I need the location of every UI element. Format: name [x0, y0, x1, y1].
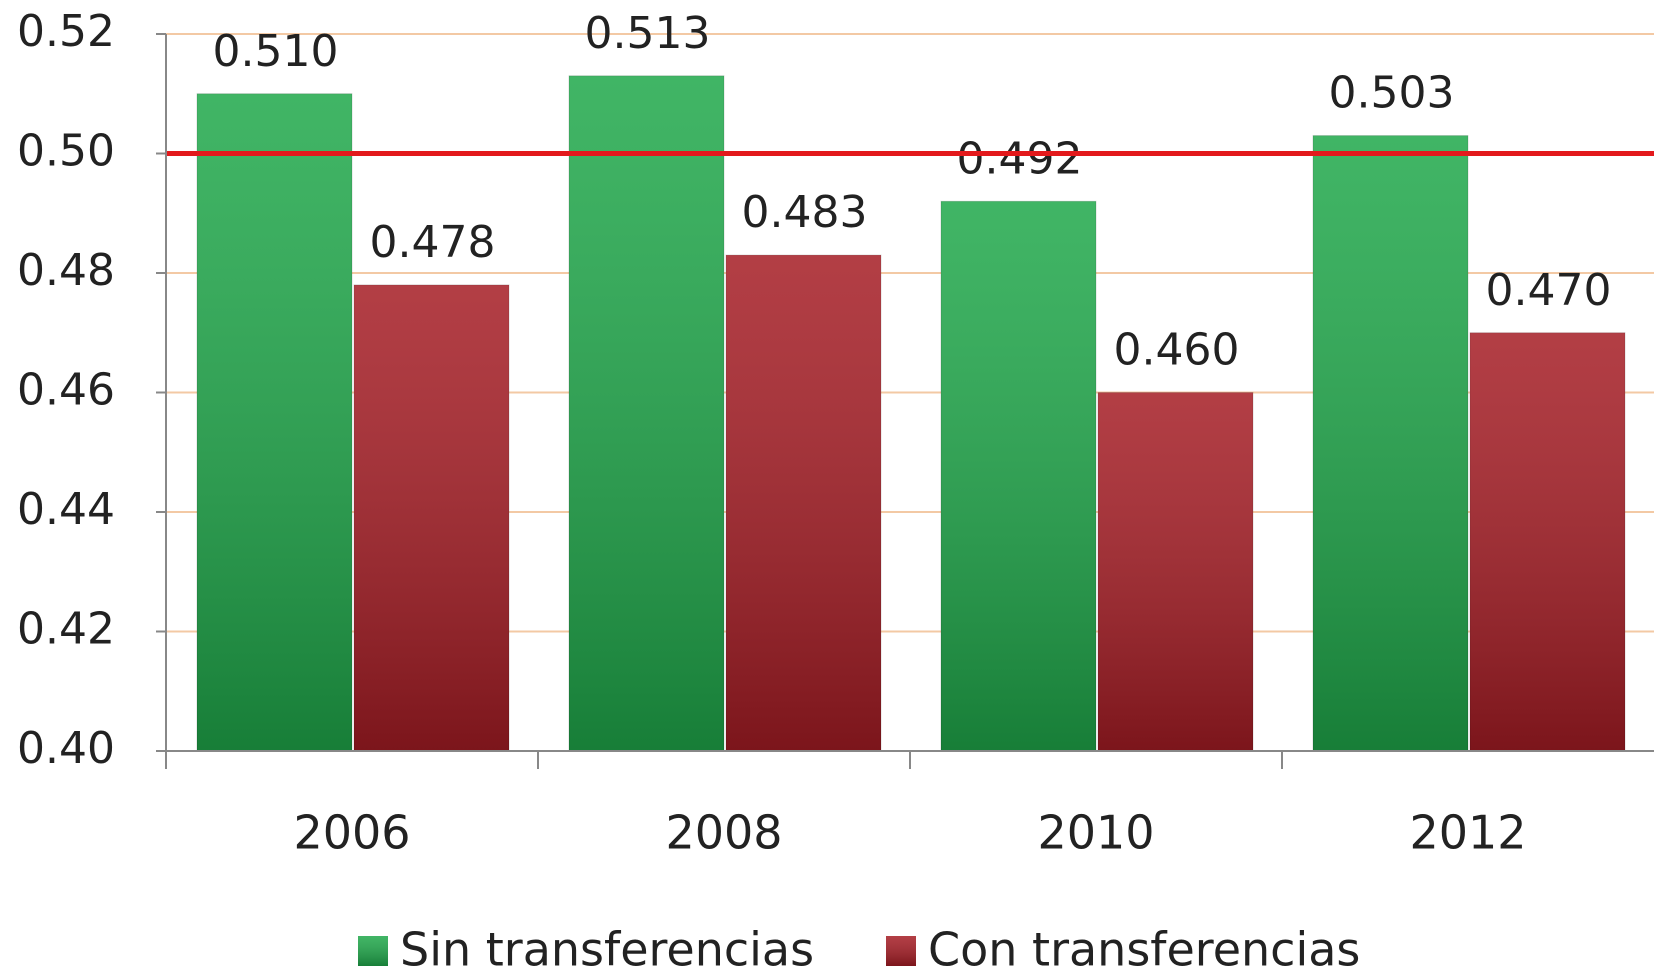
bar-shade	[726, 255, 881, 751]
value-label: 0.492	[957, 133, 1083, 184]
y-tick-label: 0.44	[17, 484, 115, 535]
value-label: 0.483	[742, 187, 868, 238]
value-label: 0.478	[370, 217, 496, 268]
legend-swatch-shade	[886, 936, 916, 966]
bar-shade	[1098, 392, 1253, 751]
x-tick-label: 2006	[293, 806, 410, 860]
y-tick-label: 0.40	[17, 723, 115, 774]
bar-shade	[1313, 135, 1468, 751]
value-label: 0.460	[1114, 325, 1240, 376]
bar-shade	[1470, 332, 1625, 751]
x-tick-label: 2008	[665, 806, 782, 860]
y-tick-label: 0.46	[17, 365, 115, 416]
bar-shade	[941, 201, 1096, 752]
x-tick-label: 2010	[1037, 806, 1154, 860]
y-tick-label: 0.42	[17, 604, 115, 655]
legend-label: Sin transferencias	[400, 923, 814, 971]
bar-shade	[354, 284, 509, 751]
bar-shade	[569, 75, 724, 751]
legend-label: Con transferencias	[928, 923, 1360, 971]
value-label: 0.510	[213, 26, 339, 77]
value-label: 0.470	[1486, 265, 1612, 316]
y-tick-label: 0.52	[17, 6, 115, 57]
y-tick-label: 0.50	[17, 126, 115, 177]
legend-swatch-shade	[358, 936, 388, 966]
value-label: 0.513	[585, 8, 711, 59]
bar-shade	[197, 93, 352, 751]
value-label: 0.503	[1329, 68, 1455, 119]
y-tick-label: 0.48	[17, 245, 115, 296]
x-tick-label: 2012	[1409, 806, 1526, 860]
